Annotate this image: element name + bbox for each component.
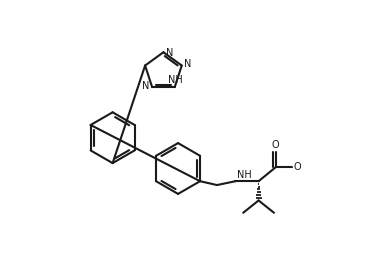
Text: N: N bbox=[166, 48, 173, 58]
Text: N: N bbox=[142, 80, 150, 90]
Text: O: O bbox=[272, 140, 279, 150]
Text: O: O bbox=[293, 162, 301, 172]
Text: N: N bbox=[184, 59, 191, 69]
Text: NH: NH bbox=[237, 171, 252, 181]
Text: NH: NH bbox=[168, 75, 183, 85]
